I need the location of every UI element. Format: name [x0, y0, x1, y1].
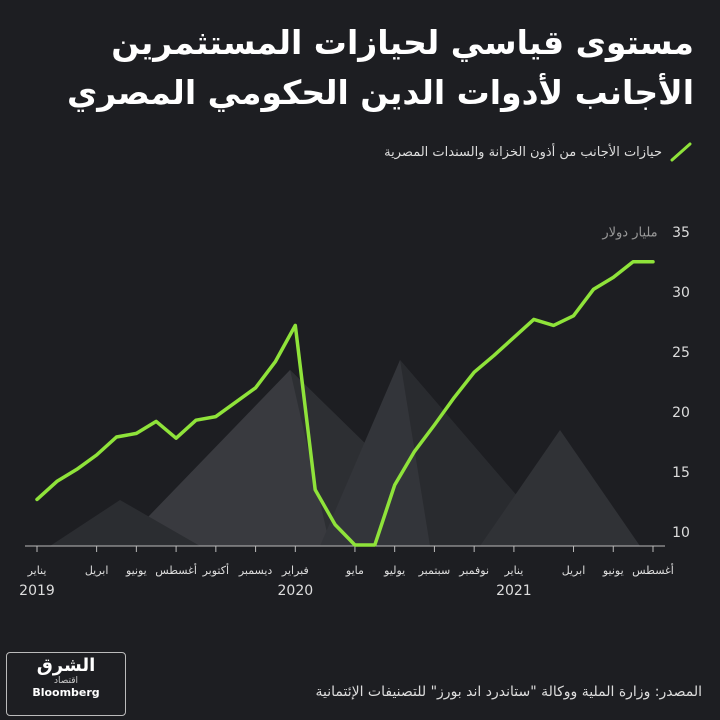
year-label: 2021	[496, 583, 532, 599]
x-tick-label: أكتوبر	[202, 563, 229, 577]
y-tick-label: 30	[672, 285, 690, 301]
logo: الشرق اقتصاد Bloomberg	[6, 652, 126, 716]
logo-brand: الشرق	[36, 655, 96, 676]
logo-partner: Bloomberg	[32, 686, 100, 699]
x-tick-label: يناير	[503, 564, 523, 577]
y-unit: مليار دولار	[601, 226, 657, 241]
legend-label: حيازات الأجانب من أذون الخزانة والسندات …	[384, 144, 662, 160]
title-line: الأجانب لأدوات الدين الحكومي المصري	[67, 73, 694, 112]
x-tick-label: يونيو	[125, 564, 147, 577]
x-tick-label: أغسطس	[632, 563, 674, 577]
x-tick-label: يونيو	[602, 564, 624, 577]
y-tick-label: 35	[672, 225, 690, 241]
logo-section: اقتصاد	[53, 676, 79, 686]
year-label: 2019	[19, 583, 55, 599]
x-tick-label: ديسمبر	[238, 564, 273, 577]
legend-swatch	[670, 142, 692, 162]
y-tick-label: 25	[672, 345, 690, 361]
title: مستوى قياسي لحيازات المستثمرين الأجانب ل…	[67, 18, 694, 118]
source: المصدر: وزارة الملية ووكالة "ستاندرد اند…	[315, 684, 702, 700]
data-line	[35, 260, 655, 547]
y-tick-label: 15	[672, 465, 690, 481]
x-tick-label: نوفمبر	[458, 564, 489, 577]
y-tick-label: 20	[672, 405, 690, 421]
x-tick-label: يناير	[27, 564, 47, 577]
title-line: مستوى قياسي لحيازات المستثمرين	[111, 23, 694, 62]
x-tick-label: ابريل	[85, 564, 109, 577]
y-tick-label: 10	[672, 525, 690, 541]
x-tick-label: مايو	[345, 564, 364, 577]
x-tick-label: سبتمبر	[418, 564, 451, 577]
x-tick-label: فبراير	[281, 564, 309, 577]
pyramids-background	[50, 360, 640, 546]
x-tick-label: أغسطس	[155, 563, 197, 577]
x-tick-label: يوليو	[383, 564, 405, 577]
year-label: 2020	[278, 583, 314, 599]
x-tick-label: ابريل	[562, 564, 586, 577]
legend: حيازات الأجانب من أذون الخزانة والسندات …	[384, 142, 692, 162]
